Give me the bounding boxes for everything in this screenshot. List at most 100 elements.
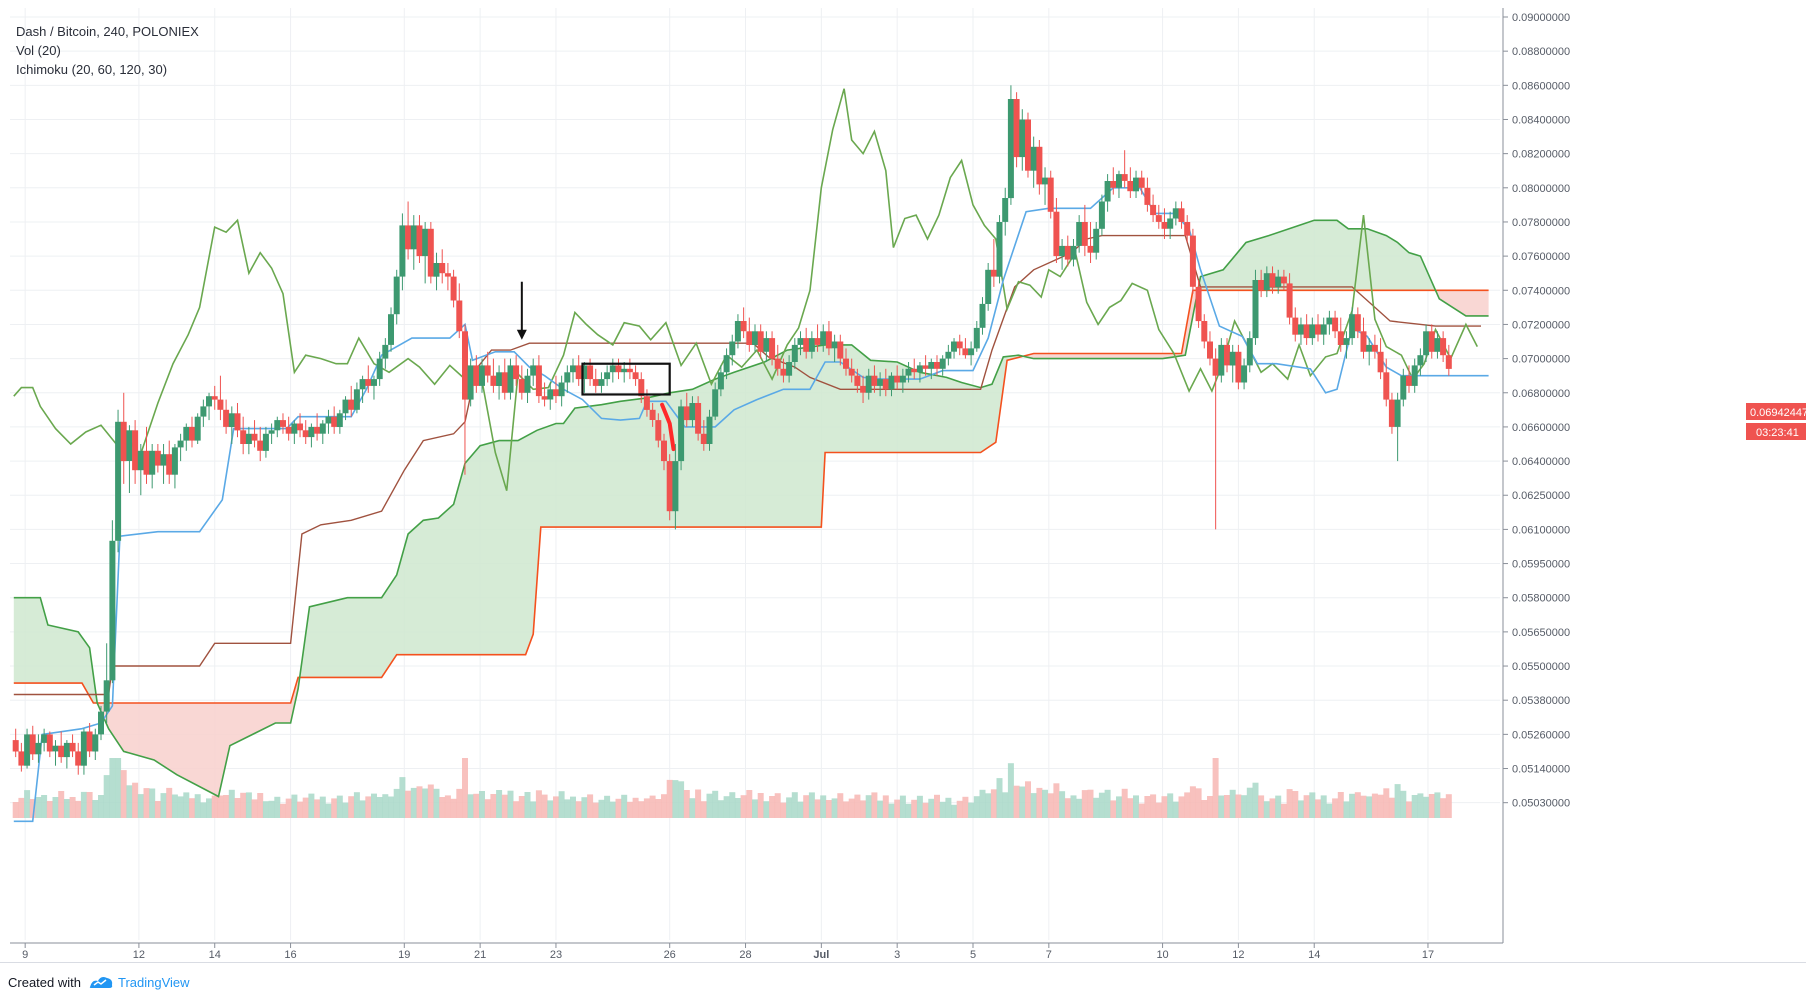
candle bbox=[297, 413, 303, 438]
candle bbox=[1172, 201, 1179, 226]
candle-body bbox=[92, 734, 99, 752]
candle-body bbox=[1315, 324, 1321, 335]
volume-bar bbox=[1189, 786, 1196, 818]
candle-body bbox=[973, 327, 980, 349]
candle-body bbox=[570, 365, 576, 373]
price-badge-bg bbox=[1746, 403, 1806, 420]
candle-body bbox=[63, 742, 70, 758]
kumo-bull-region bbox=[13, 597, 98, 703]
candle bbox=[632, 365, 639, 386]
candle bbox=[547, 382, 554, 410]
time-tick-label: 12 bbox=[133, 949, 145, 961]
volume-bar bbox=[1093, 797, 1100, 818]
candle bbox=[1434, 331, 1441, 359]
candle-body bbox=[467, 365, 474, 400]
candle-body bbox=[905, 368, 912, 376]
candle-body bbox=[1400, 375, 1407, 400]
candle-body bbox=[655, 420, 662, 441]
volume-bar bbox=[365, 796, 372, 818]
volume-bar bbox=[1076, 798, 1083, 818]
symbol-legend[interactable]: Dash / Bitcoin, 240, POLONIEX bbox=[16, 24, 199, 39]
candle-body bbox=[894, 375, 901, 383]
volume-bar bbox=[1360, 795, 1367, 818]
volume-bar bbox=[734, 798, 741, 818]
tradingview-brand-link[interactable]: TradingView bbox=[118, 975, 190, 990]
candle-body bbox=[393, 276, 400, 315]
volume-bar bbox=[274, 796, 281, 818]
candle bbox=[780, 358, 787, 383]
price-axis[interactable]: 0.09000000 0.08800000 0.08600000 0.08400000… bbox=[1502, 8, 1570, 943]
volume-bar bbox=[80, 791, 87, 818]
volume-bar bbox=[774, 793, 781, 818]
price-tick-label: 0.05030000 bbox=[1512, 798, 1570, 810]
candle-body bbox=[143, 450, 150, 475]
ichimoku-legend[interactable]: Ichimoku (20, 60, 120, 30) bbox=[16, 62, 168, 77]
volume-bar bbox=[262, 801, 269, 818]
time-tick-label: 16 bbox=[284, 949, 296, 961]
volume-bar bbox=[189, 798, 195, 818]
volume-bar bbox=[666, 779, 673, 818]
candle bbox=[985, 263, 992, 311]
kumo-bear-region bbox=[1437, 290, 1489, 316]
volume-legend[interactable]: Vol (20) bbox=[16, 43, 61, 58]
candle-body bbox=[1411, 365, 1418, 386]
volume-bar bbox=[240, 792, 247, 818]
candle-body bbox=[58, 745, 65, 758]
candle bbox=[29, 725, 36, 760]
candle bbox=[570, 358, 576, 383]
candle-body bbox=[843, 358, 849, 369]
candle bbox=[1411, 358, 1418, 393]
candle bbox=[376, 351, 383, 386]
candle-body bbox=[388, 314, 394, 345]
candle bbox=[1042, 167, 1048, 205]
countdown-badge-bg bbox=[1746, 423, 1806, 440]
candle bbox=[427, 222, 434, 284]
candle-body bbox=[854, 375, 861, 386]
volume-bar bbox=[1406, 801, 1412, 818]
footer-bar: Created with TradingView bbox=[0, 962, 1806, 1005]
candle bbox=[177, 433, 184, 462]
candle bbox=[234, 403, 241, 438]
volume-bar bbox=[257, 793, 264, 818]
candle bbox=[302, 420, 309, 444]
candle bbox=[882, 368, 889, 397]
candle bbox=[280, 413, 286, 434]
candle-body bbox=[695, 403, 702, 434]
candle-body bbox=[427, 228, 434, 277]
candle bbox=[1280, 269, 1287, 291]
candle-body bbox=[507, 365, 514, 393]
candle bbox=[996, 215, 1003, 284]
volume-bar bbox=[763, 801, 770, 818]
time-tick-label: 3 bbox=[894, 949, 900, 961]
candle bbox=[638, 372, 645, 403]
volume-bar bbox=[1218, 795, 1225, 818]
volume-bar bbox=[1246, 787, 1253, 818]
volume-bar bbox=[558, 791, 565, 818]
candle-body bbox=[1423, 331, 1430, 356]
tradingview-logo-icon[interactable] bbox=[88, 972, 114, 992]
candle-body bbox=[518, 379, 525, 393]
volume-bar bbox=[1349, 793, 1356, 818]
candle-body bbox=[245, 433, 252, 444]
candle bbox=[1138, 170, 1145, 195]
time-axis[interactable]: 9 12 14 16 19 21 23 26 28 Jul 3 5 7 10 12 14 17 bbox=[10, 942, 1503, 961]
volume-bar bbox=[1172, 801, 1179, 818]
volume-bar bbox=[820, 795, 827, 818]
volume-bar bbox=[143, 788, 150, 818]
candle bbox=[956, 334, 963, 356]
candle-body bbox=[1235, 351, 1242, 383]
volume-bar bbox=[353, 792, 360, 818]
candle bbox=[979, 297, 986, 335]
candle bbox=[860, 375, 867, 403]
volume-bar bbox=[325, 803, 332, 818]
volume-bar bbox=[746, 790, 753, 818]
price-tick-label: 0.07600000 bbox=[1512, 251, 1570, 263]
price-tick-label: 0.08600000 bbox=[1512, 80, 1570, 92]
time-tick-label: 26 bbox=[664, 949, 676, 961]
candle bbox=[894, 365, 901, 390]
volume-bar bbox=[496, 790, 503, 818]
candle-body bbox=[956, 341, 963, 349]
price-tick-label: 0.07400000 bbox=[1512, 285, 1570, 297]
